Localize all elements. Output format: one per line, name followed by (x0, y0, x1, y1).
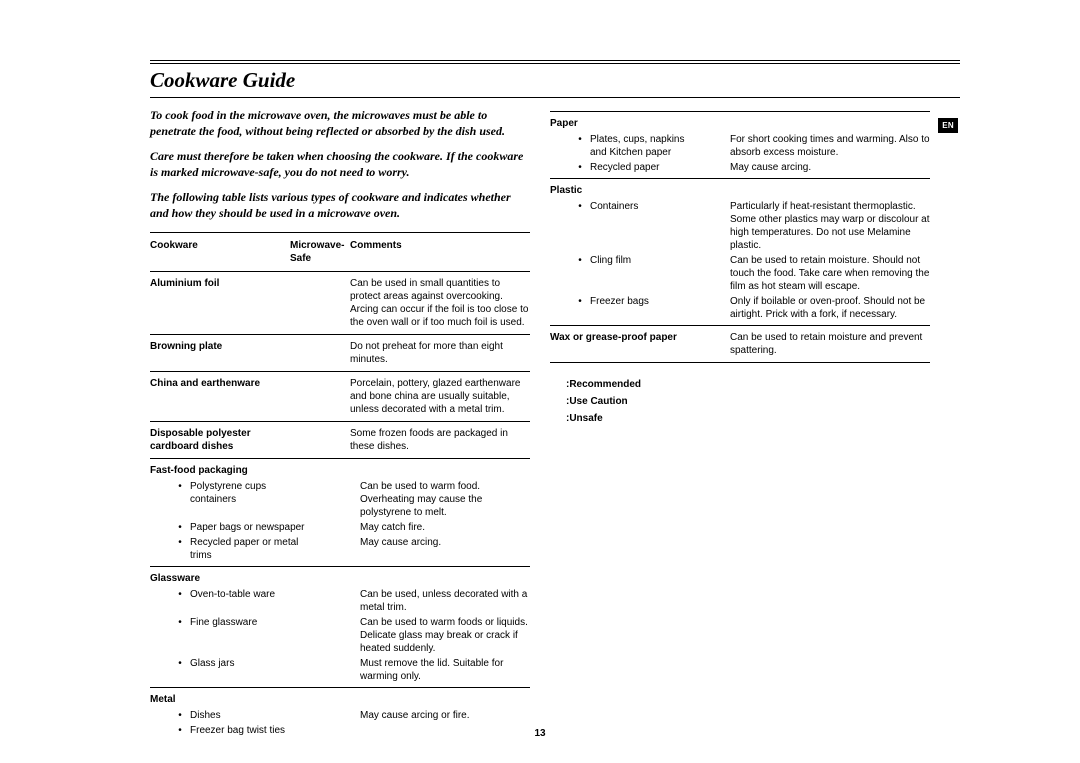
sub-comment: Particularly if heat-resistant thermopla… (730, 200, 930, 252)
group-header-metal: Metal (150, 691, 530, 708)
intro-block: To cook food in the microwave oven, the … (150, 108, 530, 222)
sub-comment: Only if boilable or oven-proof. Should n… (730, 295, 930, 321)
sub-comment: May catch fire. (360, 521, 530, 534)
top-rule (150, 60, 960, 64)
language-tab: EN (938, 118, 958, 133)
sub-row: • Glass jars Must remove the lid. Suitab… (150, 656, 530, 684)
table-row: Browning plate Do not preheat for more t… (150, 338, 530, 368)
table-row: Wax or grease-proof paper Can be used to… (550, 329, 930, 359)
page-number: 13 (0, 728, 1080, 739)
sub-row: • Cling film Can be used to retain moist… (550, 253, 930, 294)
row-comment: Can be used in small quantities to prote… (350, 277, 530, 329)
row-label: China and earthenware (150, 377, 290, 416)
cookware-table-right: Paper • Plates, cups, napkins and Kitche… (550, 111, 930, 427)
header-comments: Comments (350, 239, 530, 265)
two-column-layout: To cook food in the microwave oven, the … (150, 108, 960, 738)
sub-name: Recycled paper or metal trims (190, 536, 310, 562)
sub-name: Polystyrene cups containers (190, 480, 310, 519)
sub-name: Fine glassware (190, 616, 310, 655)
sub-comment: Can be used to warm food. Overheating ma… (360, 480, 530, 519)
sub-comment: May cause arcing or fire. (360, 709, 530, 722)
sub-comment: Can be used, unless decorated with a met… (360, 588, 530, 614)
table-row: Aluminium foil Can be used in small quan… (150, 275, 530, 331)
sub-name: Paper bags or newspaper (190, 521, 310, 534)
group-header-glassware: Glassware (150, 570, 530, 587)
table-row: China and earthenware Porcelain, pottery… (150, 375, 530, 418)
sub-comment: Can be used to warm foods or liquids. De… (360, 616, 530, 655)
group-header-fastfood: Fast-food packaging (150, 462, 530, 479)
sub-name: Freezer bags (590, 295, 700, 321)
row-label: Disposable polyester cardboard dishes (150, 427, 290, 453)
table-header: Cookware Microwave-Safe Comments (150, 236, 530, 268)
sub-name: Recycled paper (590, 161, 700, 174)
sub-row: • Fine glassware Can be used to warm foo… (150, 615, 530, 656)
sub-row: • Freezer bags Only if boilable or oven-… (550, 294, 930, 322)
sub-comment: Must remove the lid. Suitable for warmin… (360, 657, 530, 683)
row-label: Wax or grease-proof paper (550, 331, 730, 357)
sub-row: • Plates, cups, napkins and Kitchen pape… (550, 132, 930, 160)
group-header-paper: Paper (550, 115, 930, 132)
table-row: Disposable polyester cardboard dishes So… (150, 425, 530, 455)
sub-comment: For short cooking times and warming. Als… (730, 133, 930, 159)
sub-comment: May cause arcing. (730, 161, 930, 174)
sub-name: Dishes (190, 709, 310, 722)
sub-row: • Oven-to-table ware Can be used, unless… (150, 587, 530, 615)
row-comment: Can be used to retain moisture and preve… (730, 331, 930, 357)
right-column: Paper • Plates, cups, napkins and Kitche… (550, 108, 930, 738)
sub-name: Containers (590, 200, 700, 252)
sub-row: • Recycled paper or metal trims May caus… (150, 535, 530, 563)
intro-para-2: Care must therefore be taken when choosi… (150, 149, 530, 180)
sub-row: • Polystyrene cups containers Can be use… (150, 479, 530, 520)
title-underline (150, 97, 960, 98)
manual-page: Cookware Guide EN To cook food in the mi… (0, 0, 1080, 763)
row-label: Browning plate (150, 340, 290, 366)
group-header-plastic: Plastic (550, 182, 930, 199)
row-comment: Porcelain, pottery, glazed earthenware a… (350, 377, 530, 416)
intro-para-3: The following table lists various types … (150, 190, 530, 221)
row-comment: Some frozen foods are packaged in these … (350, 427, 530, 453)
row-label: Aluminium foil (150, 277, 290, 329)
left-column: To cook food in the microwave oven, the … (150, 108, 530, 738)
header-cookware: Cookware (150, 239, 290, 265)
sub-name: Oven-to-table ware (190, 588, 310, 614)
sub-row: • Paper bags or newspaper May catch fire… (150, 520, 530, 535)
header-microwave: Microwave-Safe (290, 239, 350, 265)
legend-recommended: :Recommended (550, 376, 930, 393)
sub-row: • Dishes May cause arcing or fire. (150, 708, 530, 723)
cookware-table-left: Cookware Microwave-Safe Comments Alumini… (150, 232, 530, 738)
page-title: Cookware Guide (150, 66, 960, 97)
legend-unsafe: :Unsafe (550, 410, 930, 427)
sub-name: Cling film (590, 254, 700, 293)
sub-comment: Can be used to retain moisture. Should n… (730, 254, 930, 293)
sub-name: Plates, cups, napkins and Kitchen paper (590, 133, 700, 159)
sub-comment: May cause arcing. (360, 536, 530, 562)
intro-para-1: To cook food in the microwave oven, the … (150, 108, 530, 139)
row-comment: Do not preheat for more than eight minut… (350, 340, 530, 366)
legend-caution: :Use Caution (550, 393, 930, 410)
sub-name: Glass jars (190, 657, 310, 683)
sub-row: • Containers Particularly if heat-resist… (550, 199, 930, 253)
sub-row: • Recycled paper May cause arcing. (550, 160, 930, 175)
